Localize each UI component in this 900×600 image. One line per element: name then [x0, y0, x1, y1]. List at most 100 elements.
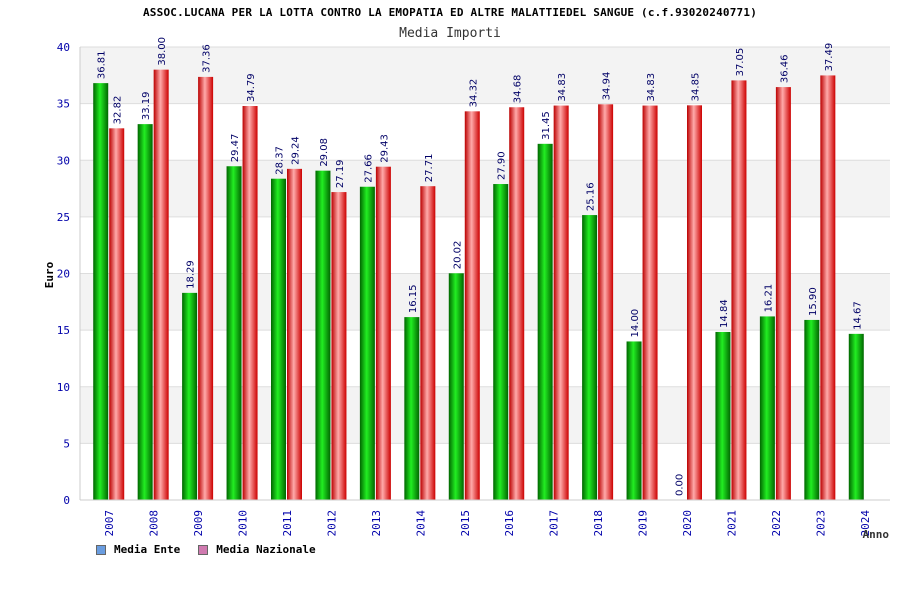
bar-media-nazionale: [509, 107, 525, 501]
x-tick-label: 2015: [459, 510, 472, 537]
x-tick-label: 2009: [192, 510, 205, 537]
x-tick-label: 2017: [548, 510, 561, 537]
grid-band: [80, 160, 890, 217]
y-tick-label: 40: [57, 41, 70, 54]
data-label-media-nazionale: 27.19: [335, 159, 346, 188]
data-label-media-ente: 28.37: [275, 146, 286, 175]
legend-swatch-media-nazionale: [198, 544, 209, 555]
x-tick-label: 2023: [814, 510, 827, 537]
bars-group: 36.81 32.82 33.19 38.00 18.29 37.36 29.47 34.79…: [93, 37, 864, 501]
bar-media-nazionale: [553, 105, 569, 501]
bar-media-ente: [715, 331, 731, 500]
bar-media-ente: [759, 316, 775, 500]
bar-media-ente: [315, 170, 331, 500]
legend-swatch-media-ente: [96, 544, 106, 555]
data-label-media-ente: 18.29: [186, 260, 197, 289]
bar-media-nazionale: [642, 105, 658, 501]
legend: Media Ente Media Nazionale: [96, 543, 334, 556]
legend-item-media-ente: Media Ente: [96, 543, 180, 556]
y-tick-label: 5: [63, 437, 70, 450]
bar-media-nazionale: [331, 192, 347, 501]
x-tick-label: 2010: [237, 510, 250, 537]
bar-media-ente: [448, 273, 464, 500]
x-tick-label: 2020: [681, 510, 694, 537]
data-label-media-ente: 14.84: [719, 299, 730, 328]
y-tick-label: 10: [57, 381, 70, 394]
x-tick-label: 2012: [325, 510, 338, 537]
x-tick-label: 2014: [414, 510, 427, 537]
data-label-media-nazionale: 34.79: [246, 73, 257, 102]
bar-media-nazionale: [242, 106, 258, 501]
bar-media-ente: [582, 215, 598, 501]
data-label-media-nazionale: 36.46: [779, 54, 790, 83]
bar-media-ente: [226, 166, 242, 500]
legend-item-media-nazionale: Media Nazionale: [198, 543, 316, 556]
data-label-media-nazionale: 37.05: [735, 48, 746, 77]
data-label-media-ente: 29.47: [230, 134, 241, 163]
y-tick-label: 20: [57, 268, 70, 281]
legend-label-media-nazionale: Media Nazionale: [216, 543, 316, 556]
y-tick-label: 35: [57, 98, 70, 111]
data-label-media-ente: 15.90: [808, 287, 819, 316]
grid-bands: [80, 46, 890, 501]
x-tick-label: 2018: [592, 510, 605, 537]
bar-media-nazionale: [420, 186, 436, 500]
bar-media-ente: [493, 184, 509, 500]
axes-group: 0 5 10 15 20 25 30 35 40 2007 2008 2009 2010 2011 2012…: [57, 41, 890, 537]
data-label-media-ente: 33.19: [141, 91, 152, 120]
y-axis-label: Euro: [43, 261, 56, 288]
data-label-media-nazionale: 34.83: [557, 73, 568, 102]
data-label-media-ente: 25.16: [586, 182, 597, 211]
bar-media-ente: [626, 341, 642, 500]
bar-media-ente: [404, 317, 420, 500]
bar-media-ente: [848, 333, 864, 500]
grid-band: [80, 386, 890, 444]
x-tick-label: 2007: [103, 510, 116, 537]
legend-label-media-ente: Media Ente: [114, 543, 181, 556]
bar-media-nazionale: [687, 105, 702, 500]
bar-media-nazionale: [731, 80, 747, 500]
data-label-media-ente: 16.21: [763, 284, 774, 313]
data-label-media-nazionale: 34.68: [513, 75, 524, 104]
data-label-media-nazionale: 37.36: [202, 44, 213, 73]
bar-media-ente: [93, 83, 109, 501]
data-label-media-ente: 31.45: [541, 111, 552, 140]
y-tick-label: 15: [57, 324, 70, 337]
data-label-media-ente: 14.67: [852, 301, 863, 330]
x-tick-label: 2019: [637, 510, 650, 537]
data-label-media-nazionale: 27.71: [424, 154, 435, 183]
bar-media-nazionale: [109, 128, 125, 500]
data-label-media-ente: 29.08: [319, 138, 330, 167]
y-tick-label: 30: [57, 154, 70, 167]
x-tick-label: 2011: [281, 510, 294, 537]
bar-media-ente: [804, 319, 820, 500]
y-tick-label: 25: [57, 211, 70, 224]
data-label-media-nazionale: 37.49: [824, 43, 835, 72]
bar-media-nazionale: [820, 75, 836, 500]
data-label-media-ente: 20.02: [452, 241, 463, 270]
bar-media-nazionale: [287, 168, 302, 500]
bar-media-ente: [537, 143, 553, 501]
data-label-media-nazionale: 29.24: [291, 136, 302, 165]
data-label-media-nazionale: 34.94: [602, 72, 613, 101]
x-tick-label: 2021: [725, 510, 738, 537]
data-label-media-nazionale: 29.43: [379, 134, 390, 163]
chart-title: ASSOC.LUCANA PER LA LOTTA CONTRO LA EMOP…: [142, 6, 758, 19]
chart-subtitle: Media Importi: [399, 26, 501, 41]
bar-media-nazionale: [198, 76, 214, 500]
data-label-media-ente: 36.81: [97, 50, 108, 79]
bar-media-nazionale: [598, 104, 614, 500]
bar-media-ente: [359, 186, 375, 501]
data-label-media-nazionale: 38.00: [157, 37, 168, 66]
grid-band: [80, 273, 890, 331]
data-label-media-nazionale: 34.32: [468, 79, 479, 108]
data-label-media-ente: 16.15: [408, 284, 419, 313]
bar-media-nazionale: [775, 87, 791, 500]
bar-media-nazionale: [375, 166, 391, 500]
data-label-media-nazionale: 34.85: [691, 73, 702, 102]
x-tick-label: 2022: [770, 510, 783, 537]
bar-media-ente: [271, 178, 286, 500]
bar-media-ente: [182, 292, 198, 500]
data-label-media-ente: 0.00: [675, 474, 686, 496]
x-tick-label: 2016: [503, 510, 516, 537]
